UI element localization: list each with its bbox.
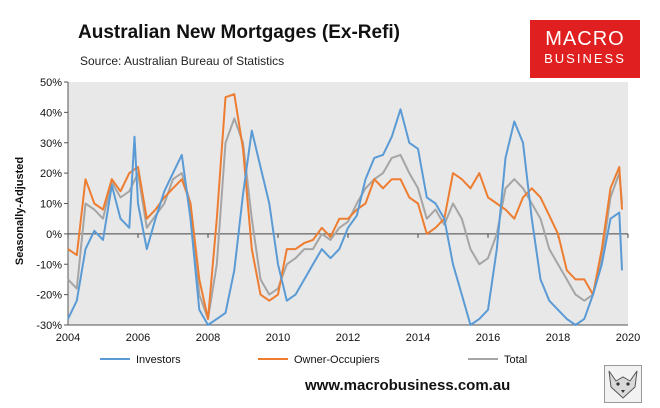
series-line-total (67, 117, 623, 320)
x-tick-label: 2014 (406, 332, 430, 344)
y-tick-label: 20% (40, 168, 62, 180)
y-tick-label: 30% (40, 138, 62, 150)
series-line-investors (67, 108, 623, 326)
x-tick-label: 2012 (336, 332, 360, 344)
x-tick-label: 2006 (126, 332, 150, 344)
y-axis: -30% -20% -10% 0% 10% 20% 30% 40% 50% (36, 77, 69, 332)
y-tick-label: -20% (36, 290, 62, 302)
chart-subtitle: Source: Australian Bureau of Statistics (80, 54, 285, 68)
x-tick-label: 2016 (476, 332, 500, 344)
x-tick-label: 2018 (546, 332, 570, 344)
x-tick-label: 2010 (266, 332, 290, 344)
y-tick-label: 40% (40, 107, 62, 119)
x-tick-label: 2008 (196, 332, 220, 344)
logo-line-2: BUSINESS (544, 51, 626, 66)
x-axis: 2004 2006 2008 2010 2012 2014 2016 2018 2020 (56, 233, 640, 344)
website-url: www.macrobusiness.com.au (305, 377, 511, 394)
series-lines (67, 93, 623, 326)
y-tick-label: 0% (46, 229, 62, 241)
y-tick-label: 10% (40, 199, 62, 211)
legend-label: Total (504, 354, 527, 366)
x-tick-label: 2020 (616, 332, 640, 344)
y-tick-label: -30% (36, 320, 62, 332)
legend-label: Investors (136, 354, 181, 366)
y-tick-label: 50% (40, 77, 62, 89)
x-tick-label: 2004 (56, 332, 80, 344)
logo-line-1: MACRO (545, 28, 625, 50)
chart-title: Australian New Mortgages (Ex-Refi) (78, 22, 400, 43)
macrobusiness-logo: MACRO BUSINESS (530, 20, 640, 78)
legend: Investors Owner-Occupiers Total (100, 354, 527, 366)
fox-logo-icon (604, 365, 642, 403)
legend-label: Owner-Occupiers (294, 354, 380, 366)
y-tick-label: -10% (36, 259, 62, 271)
